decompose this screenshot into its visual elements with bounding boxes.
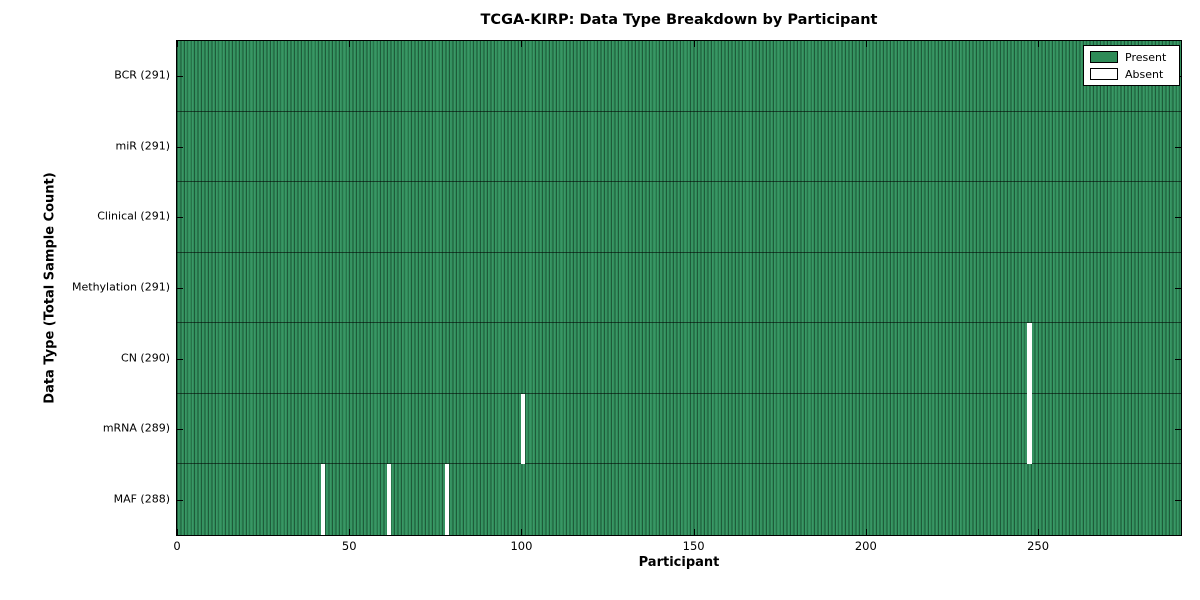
y-tick-left [177,288,183,289]
x-tick-label-100: 100 [510,539,533,553]
y-tick-left [177,499,183,501]
y-tick-left [177,429,183,431]
row-band-methylation [177,253,1181,324]
legend-entry-present: Present [1090,51,1173,63]
absent-bar-maf-42 [321,464,326,535]
x-tick-bottom [521,529,523,535]
x-tick-top [521,41,523,47]
y-tick-right [1175,217,1181,219]
y-tick-label-maf: MAF (288) [113,492,170,506]
present-swatch-icon [1090,51,1118,63]
x-tick-bottom [177,529,178,535]
y-tick-label-clinical: Clinical (291) [97,209,170,223]
row-band-mir [177,112,1181,183]
x-tick-bottom [1038,529,1040,535]
absent-bar-mrna-100 [521,393,526,465]
x-tick-label-50: 50 [341,539,357,553]
absent-bar-cn-247 [1027,323,1032,394]
x-tick-top [693,41,695,47]
y-tick-right [1175,429,1181,431]
row-band-bcr [177,41,1181,112]
x-tick-label-0: 0 [173,539,181,553]
x-tick-bottom [865,529,867,535]
row-band-maf [177,464,1181,535]
legend: Present Absent [1083,45,1180,86]
y-tick-right [1175,288,1181,289]
absent-swatch-icon [1090,68,1118,80]
legend-label-present: Present [1125,50,1167,64]
y-tick-left [177,146,183,148]
y-axis-label: Data Type (Total Sample Count) [42,172,58,404]
y-tick-right [1175,146,1181,148]
x-axis-label: Participant [638,555,720,570]
y-tick-label-cn: CN (290) [121,351,170,365]
x-tick-top [1038,41,1040,47]
y-tick-label-mrna: mRNA (289) [102,421,170,435]
x-tick-bottom [349,529,351,535]
legend-entry-absent: Absent [1090,68,1173,80]
y-tick-left [177,76,183,78]
x-tick-label-200: 200 [854,539,877,553]
absent-bar-mrna-247 [1027,393,1032,465]
y-tick-label-mir: miR (291) [115,139,171,153]
absent-bar-maf-61 [386,464,391,535]
x-tick-top [349,41,351,47]
absent-bar-maf-78 [445,464,450,535]
y-tick-label-methylation: Methylation (291) [72,280,170,294]
row-band-clinical [177,182,1181,253]
y-tick-right [1175,358,1181,360]
legend-label-absent: Absent [1125,67,1164,81]
row-band-mrna [177,394,1181,465]
y-tick-label-bcr: BCR (291) [114,68,170,82]
row-band-cn [177,323,1181,394]
chart-title: TCGA-KIRP: Data Type Breakdown by Partic… [480,12,878,28]
x-tick-label-150: 150 [682,539,705,553]
plot-area [176,40,1182,536]
x-tick-top [865,41,867,47]
x-tick-top [177,41,178,47]
y-tick-right [1175,499,1181,501]
y-tick-left [177,358,183,360]
y-tick-left [177,217,183,219]
x-tick-bottom [693,529,695,535]
x-tick-label-250: 250 [1027,539,1050,553]
